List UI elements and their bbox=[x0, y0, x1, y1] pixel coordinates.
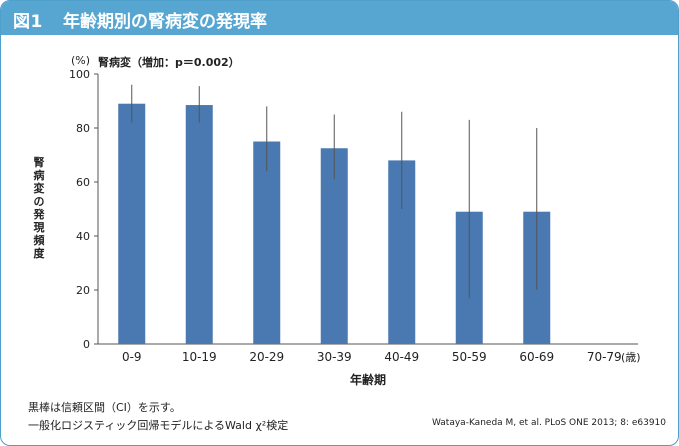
y-axis-title-char: 現 bbox=[34, 221, 45, 234]
y-tick-label: 40 bbox=[76, 230, 90, 243]
source-citation: Wataya-Kaneda M, et al. PLoS ONE 2013; 8… bbox=[431, 418, 666, 428]
figure-title: 年齢期別の腎病変の発現率 bbox=[63, 12, 267, 32]
y-axis-title-char: 腎 bbox=[34, 156, 45, 169]
y-axis-title-char: 病 bbox=[34, 168, 45, 182]
y-axis-title-char: 変 bbox=[34, 181, 45, 195]
x-tick-label: 20-29 bbox=[249, 350, 284, 364]
x-tick-label: 50-59 bbox=[452, 350, 487, 364]
y-axis-title-char: 発 bbox=[33, 207, 46, 221]
x-tick-label: 40-49 bbox=[384, 350, 419, 364]
x-tick-label: 10-19 bbox=[182, 350, 217, 364]
ci-note: 黒棒は信頼区間（CI）を示す。 bbox=[28, 401, 181, 414]
figure-label: 図1 bbox=[13, 12, 43, 32]
x-tick-label: 30-39 bbox=[317, 350, 352, 364]
x-axis-title: 年齢期 bbox=[350, 372, 386, 387]
y-tick-label: 100 bbox=[69, 68, 90, 81]
y-unit-label: (%) bbox=[71, 54, 90, 67]
chart-title: 腎病変（増加：p＝0.002） bbox=[98, 55, 240, 69]
y-axis-title-char: 頻 bbox=[34, 233, 45, 247]
x-tick-label: 0-9 bbox=[122, 350, 142, 364]
y-tick-label: 60 bbox=[76, 176, 90, 189]
y-tick-label: 80 bbox=[76, 122, 90, 135]
x-tick-label: 70-79 bbox=[587, 350, 622, 364]
y-tick-label: 20 bbox=[76, 284, 90, 297]
figure-header: 図1 年齢期別の腎病変の発現率 bbox=[1, 1, 678, 35]
bar bbox=[320, 148, 348, 344]
x-unit-label: (歳) bbox=[621, 351, 641, 364]
x-tick-label: 60-69 bbox=[519, 350, 554, 364]
bar bbox=[253, 141, 281, 344]
y-axis-title-char: の bbox=[34, 195, 45, 208]
y-axis-title-char: 度 bbox=[34, 246, 46, 260]
bar bbox=[185, 105, 213, 344]
bar bbox=[118, 103, 146, 344]
y-tick-label: 0 bbox=[83, 338, 90, 351]
test-note: 一般化ロジスティック回帰モデルによるWald χ²検定 bbox=[28, 419, 289, 432]
